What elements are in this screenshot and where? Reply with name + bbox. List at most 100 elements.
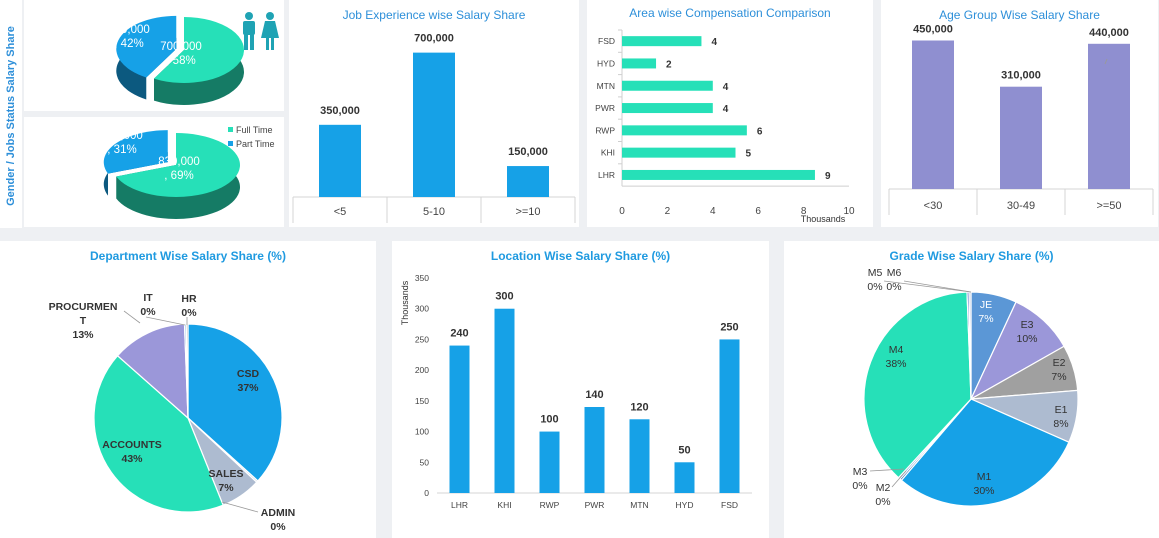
pie-slice <box>154 17 245 83</box>
gender-pie-panel: 700,000 , 58% 500,000 , 42% <box>24 0 284 111</box>
pie-label-name: IT <box>143 292 153 304</box>
bar-data-label: 4 <box>711 37 717 48</box>
bar-data-label: 2 <box>666 59 672 70</box>
pie-label-name: HR <box>181 293 197 305</box>
label-leader-line <box>145 316 186 326</box>
y-tick-label: 150 <box>415 396 429 406</box>
pie-label-name: M6 <box>887 267 902 279</box>
y-tick-label: MTN <box>597 81 615 91</box>
y-tick-label: 200 <box>415 365 429 375</box>
bar-MTN <box>622 80 713 91</box>
grade-pie-chart: JE7% E310%E27%E18%M130%M20%M30%M438%M50%M… <box>852 267 1079 508</box>
area-bar-chart: FSD 4 HYD 2 MTN 4 PWR 4 RWP 6 KHI 5 LHR 9 0 2 4 6 8 10Thous… <box>595 29 855 224</box>
gender-pie-chart: 700,000 , 58% 500,000 , 42% <box>108 12 279 105</box>
y-tick-label: RWP <box>595 125 615 135</box>
pie-label-name: E2 <box>1053 357 1066 369</box>
bar-data-label: 310,000 <box>1001 70 1041 82</box>
male-person-icon <box>243 12 255 50</box>
x-tick-label: 2 <box>665 206 671 217</box>
bar-data-label: 350,000 <box>320 105 360 117</box>
age-bar-chart: 450,000 <30 310,000 30-49 440,000 >=50 <box>888 24 1154 215</box>
bar-FSD <box>719 339 740 493</box>
pie-label-name: M1 <box>977 471 992 483</box>
female-person-icon <box>261 12 279 50</box>
pie-slice <box>116 15 177 78</box>
area-chart-panel: Area wise Compensation Comparison FSD 4 HY… <box>587 0 873 227</box>
pie-data-pct: , 42% <box>114 38 143 50</box>
y-tick-label: PWR <box>595 103 615 113</box>
jobstatus-pie-chart: 830,000 , 69% 370,000 , 31% Full Time Part Ti… <box>101 125 275 219</box>
y-tick-label: 50 <box>420 457 430 467</box>
pie-data-pct: , 69% <box>164 170 193 182</box>
bar-data-label: 9 <box>825 171 831 182</box>
bar-data-label: 440,000 <box>1089 27 1129 39</box>
pie-slice-m4 <box>863 291 972 479</box>
bar-KHI <box>494 308 515 493</box>
pie-label-name: JE <box>980 299 992 311</box>
label-leader-line <box>123 310 141 324</box>
y-tick-label: 250 <box>415 334 429 344</box>
pie-label-pct: 0% <box>886 281 901 293</box>
bar-LHR <box>449 345 470 493</box>
pie-label-pct: 7% <box>1051 371 1066 383</box>
pie-data-label: 370,000 <box>101 130 143 142</box>
bar->=10 <box>507 166 549 197</box>
experience-chart-panel: Job Experience wise Salary Share 350,000… <box>289 0 579 227</box>
y-tick-label: 100 <box>415 427 429 437</box>
pie-data-pct: , 31% <box>107 144 136 156</box>
age-chart-panel: Age Group Wise Salary Share 450,000 <30 31… <box>881 0 1158 227</box>
x-tick-label: 4 <box>710 206 716 217</box>
bar-HYD <box>674 462 695 493</box>
bar-PWR <box>622 103 713 114</box>
pie-label-name: SALES <box>208 468 243 480</box>
pie-label-pct: 0% <box>875 496 890 508</box>
pie-label-name: E1 <box>1055 404 1068 416</box>
pie-label-pct: 8% <box>1053 418 1068 430</box>
bar-<30 <box>912 40 954 189</box>
pie-slice-csd <box>187 323 283 482</box>
x-tick-label: 6 <box>755 206 761 217</box>
location-chart-title: Location Wise Salary Share (%) <box>490 249 671 263</box>
y-tick-label: FSD <box>598 36 615 46</box>
grade-chart-panel: Grade Wise Salary Share (%) JE 7% E3 10% E2 7… <box>784 241 1159 538</box>
pie-slice <box>103 130 168 174</box>
experience-chart-title: Job Experience wise Salary Share <box>342 8 526 22</box>
label-leader-line <box>891 470 907 488</box>
bar-data-label: 50 <box>678 444 690 456</box>
bar-data-label: 150,000 <box>508 146 548 158</box>
bar-<5 <box>319 124 361 197</box>
pie-label-name: M3 <box>853 466 868 478</box>
y-tick-label: LHR <box>598 170 615 180</box>
area-chart-title: Area wise Compensation Comparison <box>629 6 831 20</box>
bar-data-label: 4 <box>723 82 729 93</box>
bar-data-label: 700,000 <box>414 33 454 45</box>
legend-swatch <box>228 141 233 146</box>
bar-RWP <box>539 431 560 493</box>
side-title-text: Gender / Jobs Status Salary Share <box>5 26 17 206</box>
pie-label-pct: 30% <box>973 485 994 497</box>
x-tick-label: FSD <box>721 500 738 510</box>
grade-chart-title: Grade Wise Salary Share (%) <box>889 249 1054 263</box>
bar-FSD <box>622 36 702 47</box>
bar-data-label: 300 <box>495 291 513 303</box>
bar-data-label: 120 <box>630 401 648 413</box>
pie-label-pct: 0% <box>181 307 197 319</box>
bar-MTN <box>629 419 650 493</box>
pie-legend: Full Time Part Time <box>228 125 275 149</box>
bar-data-label: 4 <box>723 104 729 115</box>
pie-label-pct: 10% <box>1016 333 1037 345</box>
bar-data-label: 6 <box>757 126 763 137</box>
pie-label-pct: 0% <box>852 480 867 492</box>
department-chart-panel: Department Wise Salary Share (%) CSD 37% A… <box>0 241 376 538</box>
experience-bar-chart: 350,000 <5 700,000 5-10 150,000 >=10 <box>292 33 576 223</box>
pie-data-pct: , 58% <box>166 55 195 67</box>
label-leader-line <box>903 280 972 293</box>
bar-KHI <box>622 147 736 158</box>
x-tick-label: KHI <box>497 500 511 510</box>
bar-data-label: 5 <box>746 149 752 160</box>
x-tick-label: >=50 <box>1096 200 1121 212</box>
x-tick-label: 10 <box>843 206 855 217</box>
pie-label-pct: 43% <box>121 453 143 465</box>
y-tick-label: KHI <box>601 148 615 158</box>
label-leader-line <box>221 501 259 513</box>
